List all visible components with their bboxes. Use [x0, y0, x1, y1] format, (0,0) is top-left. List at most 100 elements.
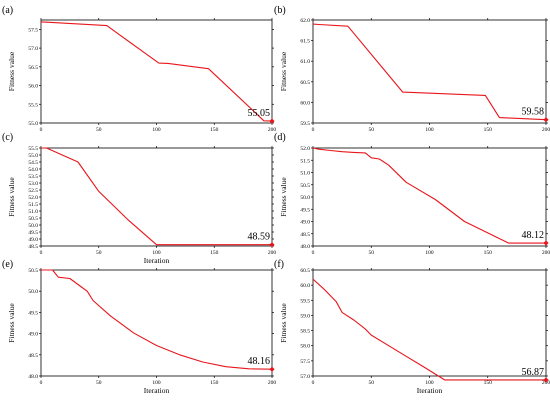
panel-a-final-marker [269, 118, 275, 124]
panel-c-xtick-label: 100 [152, 250, 161, 256]
panel-e-final-marker [269, 366, 275, 372]
panel-c-ylabel: Fitness value [7, 177, 16, 217]
panel-c-ytick-label: 51.5 [28, 202, 38, 208]
panel-d-final-marker [543, 240, 549, 246]
panel-c-final-value: 48.59 [248, 232, 271, 243]
panel-b-ytick-label: 61.5 [300, 39, 310, 45]
panel-f-final-value: 56.87 [522, 367, 545, 378]
panel-b-xtick-label: 200 [542, 127, 550, 133]
panel-e-xtick-label: 100 [152, 380, 161, 386]
panel-b-ytick-label: 62.0 [300, 18, 310, 24]
panel-e-ytick-label: 50.5 [28, 268, 38, 274]
panel-a-xtick-label: 150 [210, 127, 219, 133]
panel-e-xtick-label: 150 [210, 380, 219, 386]
panel-c-ytick-label: 49.0 [28, 237, 38, 243]
panel-c-ytick-label: 49.5 [28, 230, 38, 236]
panel-a-ytick-label: 55.5 [28, 102, 38, 108]
panel-d-ytick-label: 50.0 [300, 195, 310, 201]
panel-c-ytick-label: 52.5 [28, 188, 38, 194]
panel-b-ytick-label: 60.0 [300, 100, 310, 106]
panel-d-label: (d) [274, 132, 286, 143]
panel-a-series-line [40, 21, 273, 122]
panel-d-xtick-label: 100 [425, 250, 434, 256]
panel-c-ytick-label: 53.5 [28, 174, 38, 180]
panel-c-ytick-label: 50.0 [28, 223, 38, 229]
panel-b-ytick-label: 61.0 [300, 59, 310, 65]
panel-c-xtick-label: 50 [96, 250, 102, 256]
panel-e-ytick-label: 49.5 [28, 310, 38, 316]
panel-e-xtick-label: 50 [96, 380, 102, 386]
panel-c-ytick-label: 54.0 [28, 167, 38, 173]
panel-b-frame [312, 19, 547, 124]
panel-c-frame [40, 147, 273, 247]
panel-d-ytick-label: 51.5 [300, 158, 310, 164]
panel-d-ytick-label: 49.0 [300, 220, 310, 226]
panel-f-xtick-label: 200 [542, 380, 550, 386]
panel-d-xtick-label: 0 [312, 250, 315, 256]
panel-a-final-value: 55.05 [248, 108, 271, 119]
panel-f-ytick-label: 57.5 [300, 359, 310, 365]
panel-f-ytick-label: 60.0 [300, 283, 310, 289]
panel-b-final-value: 59.58 [522, 107, 545, 118]
panel-f-final-marker [543, 377, 549, 383]
panel-d-series-line [312, 147, 546, 244]
panel-f-xtick-label: 0 [312, 380, 315, 386]
panel-b-xtick-label: 150 [484, 127, 493, 133]
panel-e-final-value: 48.16 [248, 356, 271, 367]
panel-d-ytick-label: 49.5 [300, 207, 310, 213]
panel-f-ytick-label: 59.5 [300, 298, 310, 304]
panel-e-xlabel: Iteration [144, 386, 170, 395]
panel-e-ytick-label: 48.5 [28, 353, 38, 359]
panel-c-ytick-label: 51.0 [28, 209, 38, 215]
panel-a-ytick-label: 56.5 [28, 65, 38, 71]
panel-a-ylabel: Fitness value [7, 51, 16, 91]
panel-c-xlabel: Iteration [144, 256, 170, 265]
panel-c-final-marker [269, 242, 275, 248]
panel-b-series-line [312, 23, 547, 121]
panel-a-xtick-label: 100 [152, 127, 161, 133]
panel-b-xtick-label: 0 [312, 127, 315, 133]
panel-d-frame [312, 147, 547, 247]
panel-c-xtick-label: 200 [268, 250, 277, 256]
panel-e-series-line [41, 269, 273, 370]
panel-f-xtick-label: 150 [484, 380, 493, 386]
panel-d-xtick-label: 50 [369, 250, 375, 256]
panel-c-series-line [40, 147, 272, 246]
panel-b-xtick-label: 50 [369, 127, 375, 133]
panel-d-ytick-label: 51.0 [300, 171, 310, 177]
panel-a-xtick-label: 50 [96, 127, 102, 133]
panel-a-ytick-label: 57.0 [28, 46, 38, 52]
panel-d-xtick-label: 200 [542, 250, 550, 256]
panel-c-label: (c) [2, 132, 13, 143]
panel-d-ylabel: Fitness value [279, 177, 288, 217]
panel-b-xtick-label: 100 [425, 127, 434, 133]
panel-d-ytick-label: 48.5 [300, 232, 310, 238]
panel-f-ylabel: Fitness value [279, 303, 288, 343]
panel-b-label: (b) [274, 5, 286, 16]
panel-a-label: (a) [2, 5, 13, 16]
panel-f-series-line [312, 278, 546, 381]
panel-e-xtick-label: 0 [40, 380, 43, 386]
panel-f-xtick-label: 100 [425, 380, 434, 386]
panel-f-frame [312, 269, 547, 377]
panel-e-ytick-label: 49.0 [28, 332, 38, 338]
panel-f-xlabel: Iteration [417, 386, 443, 395]
panel-e-ytick-label: 50.0 [28, 289, 38, 295]
panel-a-xtick-label: 200 [268, 127, 277, 133]
panel-f-ytick-label: 60.5 [300, 268, 310, 274]
panel-e-xtick-label: 200 [268, 380, 277, 386]
panel-a-ytick-label: 55.0 [28, 121, 38, 127]
panel-b-ylabel: Fitness value [279, 51, 288, 91]
panel-c-ytick-label: 54.5 [28, 160, 38, 166]
panel-f-ytick-label: 58.5 [300, 329, 310, 335]
panel-b-ytick-label: 60.5 [300, 80, 310, 86]
panel-c-xtick-label: 0 [40, 250, 43, 256]
panel-c-ytick-label: 48.5 [28, 244, 38, 250]
panel-a-ytick-label: 56.0 [28, 84, 38, 90]
panel-d-ytick-label: 48.0 [300, 244, 310, 250]
panel-c-ytick-label: 53.0 [28, 181, 38, 187]
panel-f-ytick-label: 59.0 [300, 313, 310, 319]
panel-f-ytick-label: 58.0 [300, 344, 310, 350]
panel-f-ytick-label: 57.0 [300, 374, 310, 380]
